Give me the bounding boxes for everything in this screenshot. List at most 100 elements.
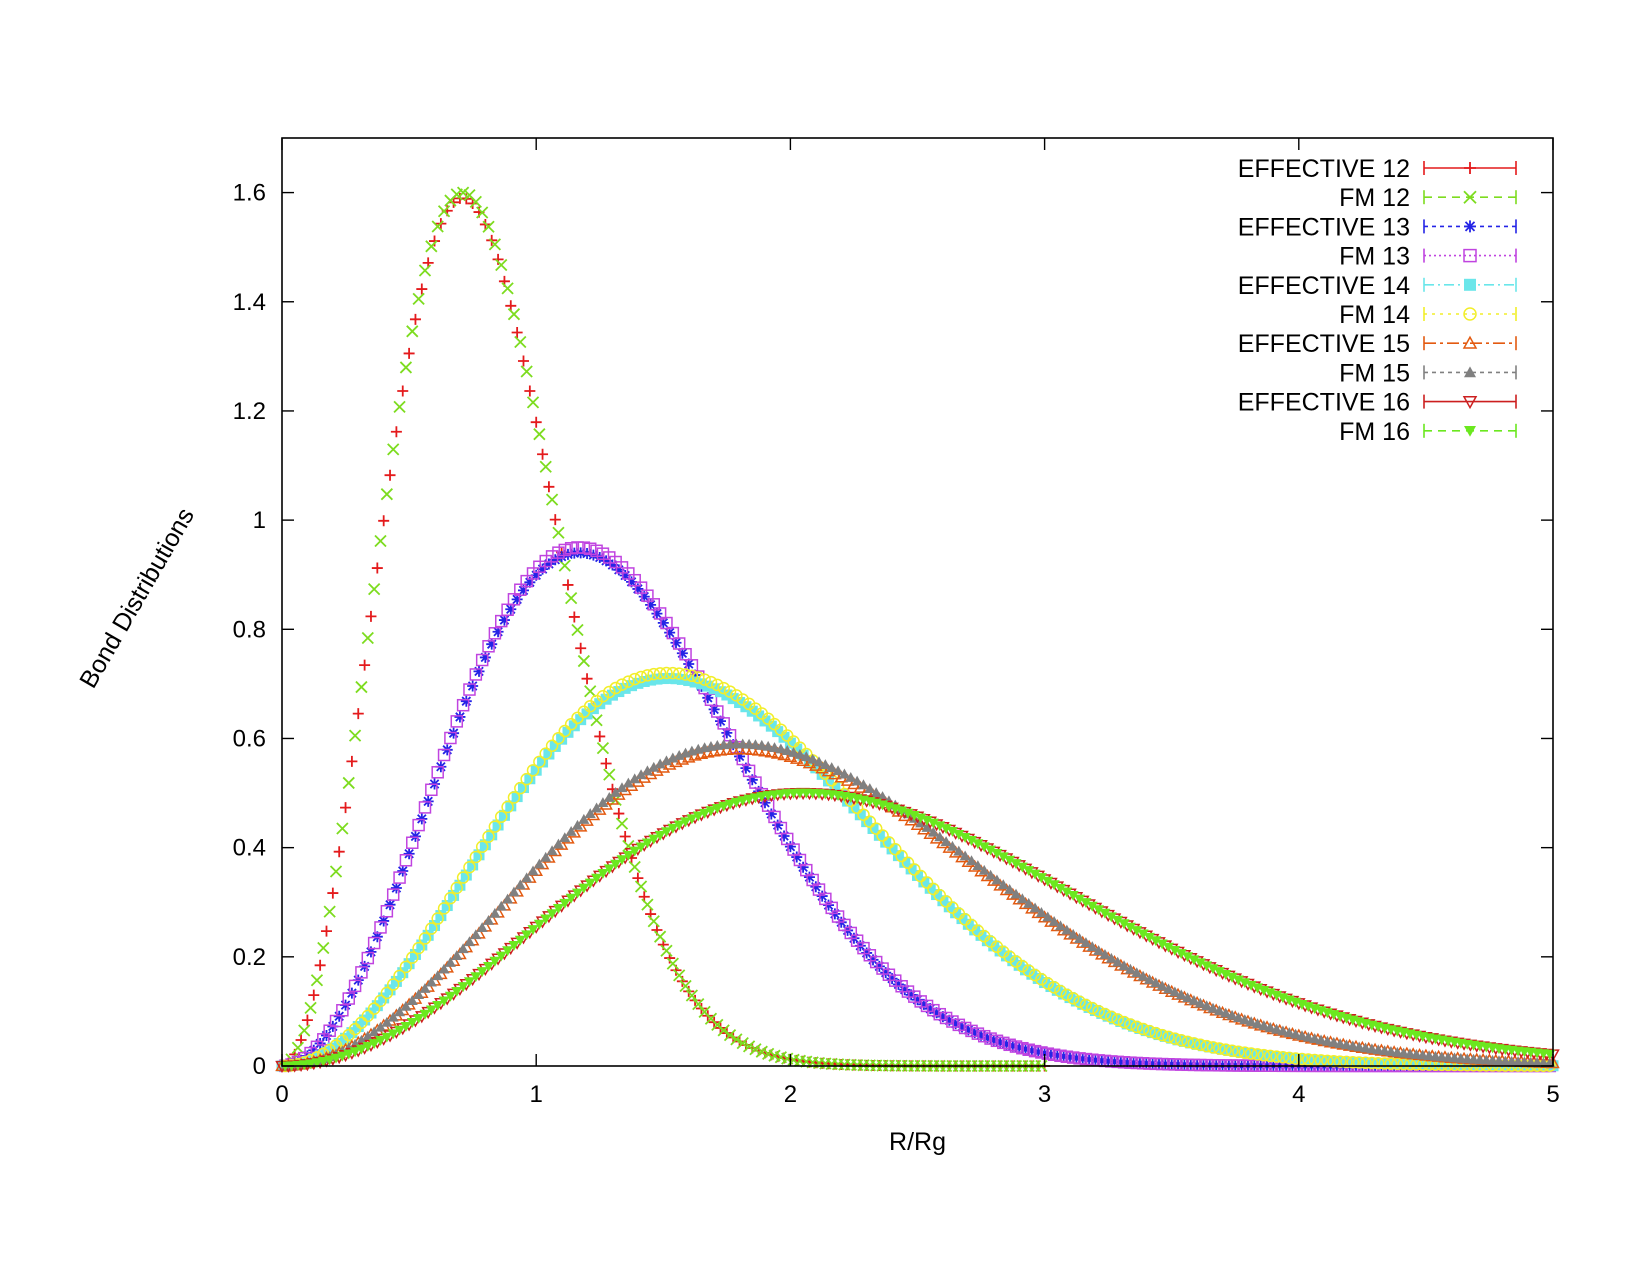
data-point-square <box>990 1034 1004 1048</box>
data-point-star <box>409 830 421 842</box>
data-point-filled-triangle <box>1213 1005 1225 1016</box>
data-point-circle <box>450 881 464 895</box>
data-point-filled-triangle <box>635 769 647 780</box>
data-point-filled-square <box>1445 1059 1457 1071</box>
data-point-circle <box>1225 1044 1239 1057</box>
data-point-circle <box>692 671 705 684</box>
data-point-cross <box>590 714 603 727</box>
data-point-filled-inverted-triangle <box>1251 983 1263 994</box>
data-point-filled-inverted-triangle <box>1163 942 1175 953</box>
data-point-square <box>1060 1050 1074 1063</box>
data-point-filled-square <box>1115 1015 1127 1027</box>
data-point-star <box>816 890 828 902</box>
data-point-star <box>886 973 898 985</box>
data-point-circle <box>889 843 902 856</box>
data-point-star <box>1197 1059 1209 1071</box>
data-point-cross <box>653 930 667 943</box>
data-point-star <box>1128 1057 1140 1069</box>
data-point-cross <box>552 526 565 539</box>
data-point-square <box>666 626 680 640</box>
data-point-filled-inverted-triangle <box>972 839 984 850</box>
data-point-star <box>651 608 663 620</box>
data-point-cross <box>355 680 368 694</box>
data-point-star <box>956 1021 968 1033</box>
data-point-circle <box>1117 1015 1131 1029</box>
data-point-filled-square <box>784 737 796 749</box>
data-point-filled-triangle <box>1328 1037 1340 1047</box>
data-point-filled-square <box>530 764 542 776</box>
data-point-circle <box>653 667 667 680</box>
data-point-filled-square <box>848 802 860 814</box>
data-point-filled-triangle <box>1112 956 1124 967</box>
data-point-circle <box>717 681 730 695</box>
data-point-filled-square <box>467 859 479 871</box>
data-point-filled-square <box>435 910 447 922</box>
data-point-filled-inverted-triangle <box>330 1053 342 1064</box>
data-point-circle <box>628 672 641 686</box>
data-point-circle <box>641 669 654 682</box>
data-point-filled-square <box>1439 1059 1451 1071</box>
data-point-square <box>1035 1046 1048 1059</box>
data-point-circle <box>431 912 444 925</box>
data-point-cross <box>361 631 374 645</box>
data-point-filled-inverted-triangle <box>317 1056 329 1067</box>
data-point-filled-square <box>1178 1035 1190 1047</box>
data-point-filled-square <box>1083 1001 1095 1013</box>
data-point-cross <box>533 428 546 441</box>
data-point-plus <box>301 1014 313 1026</box>
data-point-filled-triangle <box>406 995 418 1005</box>
data-point-filled-inverted-triangle <box>1061 887 1073 898</box>
data-point-star <box>1051 1049 1063 1061</box>
data-point-square <box>469 668 483 681</box>
data-point-plus <box>517 355 529 367</box>
data-point-star <box>880 967 892 979</box>
data-point-star <box>810 881 822 893</box>
data-point-circle <box>1022 964 1035 977</box>
data-point-square <box>1174 1058 1188 1071</box>
data-point-filled-square <box>498 809 510 821</box>
data-point-filled-triangle <box>502 893 514 904</box>
legend-label: FM 12 <box>1339 184 1410 212</box>
data-point-filled-square <box>1344 1056 1356 1068</box>
data-point-filled-triangle <box>1061 924 1073 935</box>
data-point-circle <box>933 889 946 902</box>
data-point-filled-inverted-triangle <box>959 832 971 843</box>
data-point-star <box>746 774 758 786</box>
data-point-square <box>1009 1040 1023 1053</box>
data-point-star <box>867 954 879 966</box>
data-point-star <box>1134 1057 1146 1069</box>
data-point-star <box>791 851 803 863</box>
data-point-square <box>361 951 375 965</box>
data-point-cross <box>310 974 324 987</box>
data-point-star <box>626 576 638 588</box>
data-point-star <box>1159 1058 1171 1070</box>
data-point-square <box>850 934 864 947</box>
data-point-star <box>892 978 904 990</box>
data-point-filled-triangle <box>762 740 774 751</box>
data-point-circle <box>564 717 578 731</box>
data-point-plus <box>390 426 402 438</box>
data-point-circle <box>418 932 432 945</box>
data-point-filled-triangle <box>533 858 545 869</box>
data-point-filled-square <box>511 791 523 803</box>
data-point-star <box>556 551 568 563</box>
data-point-filled-square <box>1261 1050 1273 1062</box>
data-point-filled-square <box>905 863 917 875</box>
data-point-star <box>384 899 396 911</box>
data-point-filled-square <box>327 1042 339 1054</box>
data-point-filled-inverted-triangle <box>540 914 552 925</box>
data-point-triangle <box>732 742 747 755</box>
data-point-circle <box>1346 1055 1360 1069</box>
data-point-circle <box>1352 1056 1366 1069</box>
data-point-circle <box>380 986 394 1000</box>
data-point-filled-triangle <box>1137 970 1149 981</box>
data-point-cross <box>406 325 419 338</box>
data-point-filled-square <box>505 800 517 812</box>
data-point-plus <box>340 802 352 814</box>
data-point-star <box>1045 1048 1057 1060</box>
data-point-square <box>520 574 533 588</box>
data-point-cross <box>469 195 482 209</box>
data-point-star <box>943 1014 955 1026</box>
data-point-star <box>1172 1059 1184 1071</box>
data-point-filled-triangle <box>1086 941 1098 952</box>
